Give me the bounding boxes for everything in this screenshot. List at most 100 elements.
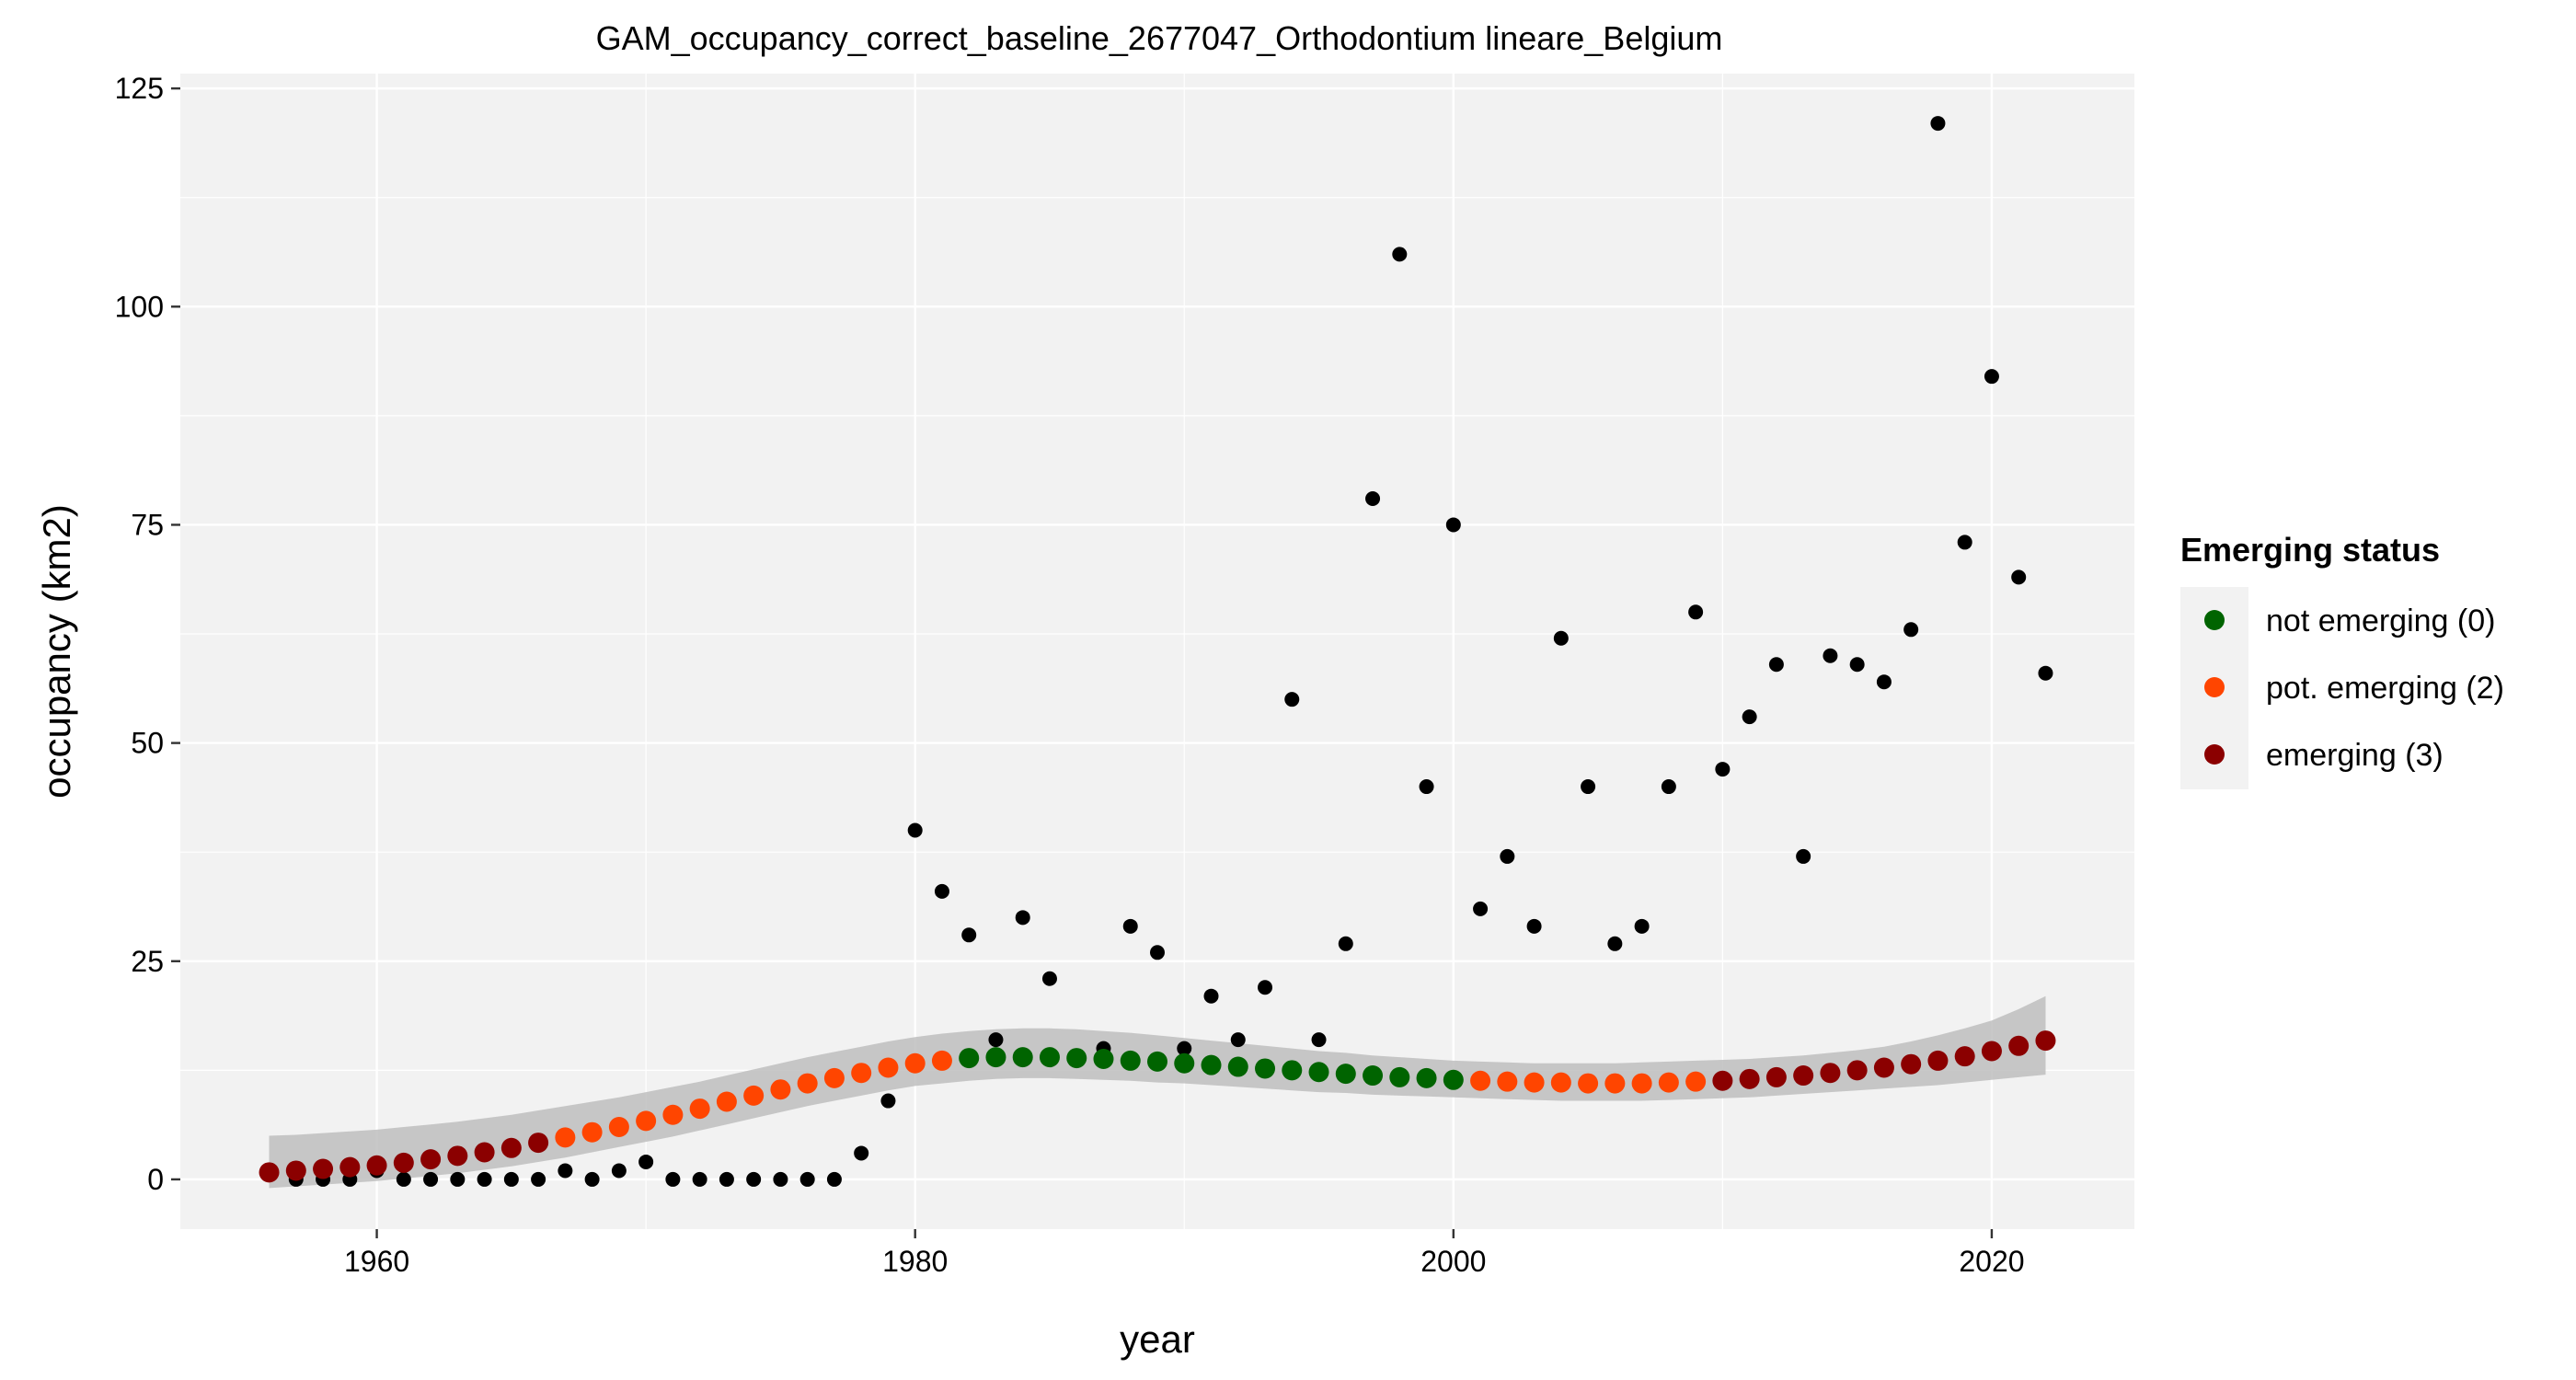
- observed-point: [1876, 674, 1892, 690]
- fitted-point: [555, 1127, 576, 1148]
- fitted-point: [2008, 1035, 2030, 1056]
- observed-point: [638, 1154, 654, 1169]
- observed-point: [1500, 848, 1515, 864]
- observed-point: [1203, 988, 1219, 1004]
- observed-point: [1607, 936, 1623, 951]
- fitted-point: [904, 1052, 926, 1074]
- observed-point: [1984, 369, 1999, 385]
- observed-point: [503, 1171, 519, 1187]
- fitted-point: [743, 1085, 765, 1106]
- observed-point: [584, 1171, 600, 1187]
- observed-point: [746, 1171, 762, 1187]
- observed-point: [396, 1171, 411, 1187]
- observed-point: [1581, 779, 1596, 795]
- fitted-point: [500, 1137, 522, 1158]
- fitted-point: [1308, 1062, 1329, 1083]
- observed-point: [988, 1032, 1004, 1048]
- axes: 1960 1980 2000 2020 0 25 50 75 100 125: [115, 72, 2025, 1278]
- confidence-band: [269, 995, 2046, 1189]
- fitted-point: [1497, 1071, 1518, 1092]
- fitted-point: [447, 1145, 468, 1167]
- fitted-point: [1712, 1070, 1733, 1091]
- fitted-point: [420, 1149, 442, 1170]
- fitted-point: [1578, 1073, 1599, 1094]
- legend-label: emerging (3): [2266, 738, 2444, 773]
- fitted-point: [339, 1156, 361, 1178]
- observed-point: [719, 1171, 734, 1187]
- fitted-point: [581, 1121, 603, 1143]
- observed-point: [450, 1171, 466, 1187]
- observed-point: [1311, 1032, 1327, 1048]
- fitted-point: [689, 1098, 710, 1120]
- observed-point: [1903, 622, 1919, 638]
- fitted-point: [1389, 1066, 1410, 1087]
- fitted-point: [1470, 1070, 1491, 1091]
- observed-point: [1419, 779, 1434, 795]
- fitted-point: [1981, 1041, 2002, 1062]
- observed-point: [799, 1171, 815, 1187]
- fitted-point: [1765, 1066, 1787, 1087]
- observed-point: [665, 1171, 681, 1187]
- observed-point: [1688, 604, 1704, 620]
- fitted-point: [1039, 1047, 1060, 1068]
- y-tick-label: 75: [131, 508, 164, 541]
- observed-point: [880, 1093, 896, 1109]
- fitted-point: [1524, 1072, 1545, 1093]
- fitted-point: [1416, 1067, 1437, 1088]
- legend-label: pot. emerging (2): [2266, 671, 2504, 706]
- observed-point: [1473, 901, 1489, 916]
- x-tick-label: 1980: [882, 1245, 948, 1278]
- fitted-point: [1335, 1064, 1356, 1085]
- y-tick-label: 0: [147, 1163, 164, 1196]
- legend-key: [2204, 677, 2225, 697]
- fitted-point: [528, 1133, 549, 1154]
- fitted-point: [959, 1048, 980, 1069]
- x-tick-label: 2000: [1420, 1245, 1486, 1278]
- fitted-point: [1282, 1060, 1303, 1081]
- fitted-point: [1873, 1057, 1894, 1078]
- observed-point: [1284, 692, 1300, 707]
- observed-point: [1823, 648, 1838, 663]
- observed-point: [1445, 517, 1461, 533]
- observed-point: [1150, 945, 1165, 960]
- fitted-point: [1685, 1071, 1707, 1092]
- fitted-point: [393, 1152, 414, 1173]
- observed-point: [1957, 535, 1972, 550]
- observed-point: [1553, 630, 1569, 646]
- y-tick-label: 125: [115, 72, 164, 105]
- observed-point: [558, 1163, 573, 1179]
- observed-point: [692, 1171, 707, 1187]
- observed-point: [1661, 779, 1676, 795]
- fitted-point: [474, 1142, 495, 1163]
- fitted-point: [1012, 1047, 1033, 1068]
- fitted-point: [1604, 1073, 1626, 1094]
- observed-point: [477, 1171, 492, 1187]
- observed-point: [531, 1171, 546, 1187]
- fitted-point: [1901, 1053, 1922, 1075]
- fitted-point: [1120, 1050, 1141, 1071]
- fitted-point: [1201, 1054, 1222, 1075]
- legend-label: not emerging (0): [2266, 604, 2495, 638]
- observed-point: [1849, 657, 1865, 673]
- observed-point: [907, 822, 923, 838]
- fitted-point: [1066, 1048, 1087, 1069]
- observed-point: [611, 1163, 627, 1179]
- chart-title: GAM_occupancy_correct_baseline_2677047_O…: [596, 19, 1723, 57]
- fitted-points: [259, 1030, 2056, 1183]
- observed-point: [773, 1171, 788, 1187]
- observed-point: [1634, 918, 1650, 934]
- legend-key: [2204, 610, 2225, 630]
- fitted-point: [1846, 1060, 1868, 1081]
- fitted-point: [1927, 1050, 1949, 1071]
- fitted-point: [1550, 1072, 1571, 1093]
- fitted-point: [1093, 1049, 1114, 1070]
- fitted-point: [1631, 1073, 1652, 1094]
- fitted-point: [366, 1155, 387, 1176]
- fitted-point: [797, 1073, 818, 1094]
- fitted-point: [313, 1158, 334, 1179]
- fitted-point: [2035, 1030, 2056, 1052]
- confidence-ribbon: [269, 995, 2046, 1189]
- fitted-point: [636, 1110, 657, 1132]
- observed-point: [934, 883, 949, 899]
- legend-title: Emerging status: [2180, 531, 2440, 569]
